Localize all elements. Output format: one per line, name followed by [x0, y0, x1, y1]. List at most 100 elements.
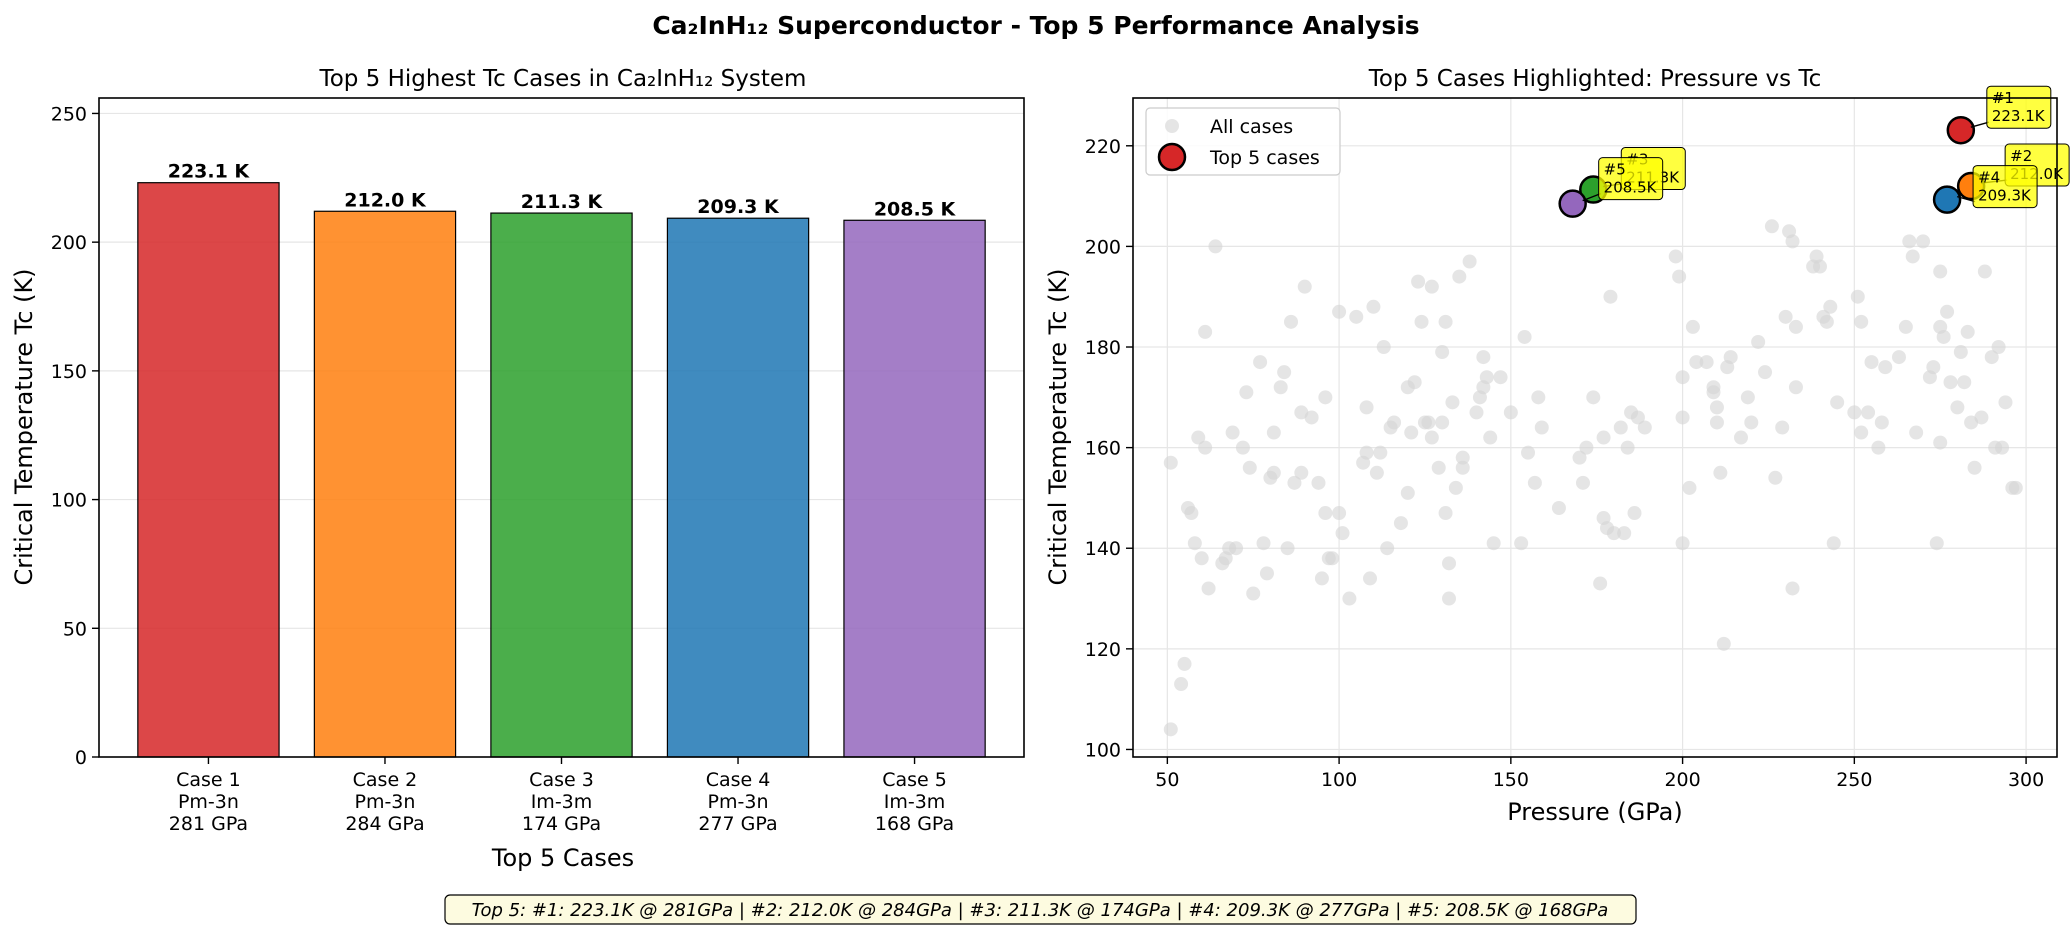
- bar-x-tick-label: Pm-3n: [354, 791, 415, 813]
- scatter-point: [1325, 551, 1340, 566]
- scatter-point: [1709, 400, 1724, 415]
- scatter-point: [1266, 425, 1281, 440]
- scatter-point: [1404, 425, 1419, 440]
- scatter-point: [1572, 450, 1587, 465]
- scatter-point: [1349, 309, 1364, 324]
- scatter-point: [1259, 566, 1274, 581]
- scatter-point: [1277, 365, 1292, 380]
- annotation-value: 208.5K: [1604, 179, 1658, 197]
- scatter-point: [2008, 480, 2023, 495]
- scatter-x-tick-label: 150: [1493, 769, 1529, 791]
- scatter-y-tick-label: 140: [1085, 538, 1121, 560]
- scatter-point: [1668, 249, 1683, 264]
- scatter-point: [1225, 425, 1240, 440]
- scatter-point: [1733, 430, 1748, 445]
- scatter-point: [1246, 586, 1261, 601]
- scatter-point: [1332, 506, 1347, 521]
- scatter-point: [1637, 420, 1652, 435]
- scatter-point: [1689, 355, 1704, 370]
- scatter-point: [1376, 340, 1391, 355]
- scatter-point: [1984, 350, 1999, 365]
- scatter-x-tick-label: 200: [1664, 769, 1700, 791]
- bar-chart-ylabel: Critical Temperature Tc (K): [10, 268, 38, 585]
- legend-all-cases-marker: [1165, 119, 1179, 133]
- scatter-point: [1630, 410, 1645, 425]
- bar-chart-panel: Top 5 Highest Tc Cases in Ca₂InH₁₂ Syste…: [10, 66, 1025, 872]
- scatter-point: [1850, 289, 1865, 304]
- scatter-point: [1943, 375, 1958, 390]
- scatter-point: [1287, 475, 1302, 490]
- scatter-point: [1424, 279, 1439, 294]
- annotation-rank: #4: [1978, 169, 2000, 187]
- scatter-point: [1788, 380, 1803, 395]
- scatter-point: [1861, 405, 1876, 420]
- scatter-point: [1606, 526, 1621, 541]
- annotation-box: [1972, 165, 2038, 209]
- scatter-point: [1699, 355, 1714, 370]
- scatter-point: [1929, 536, 1944, 551]
- scatter-point: [1239, 385, 1254, 400]
- scatter-point: [1575, 475, 1590, 490]
- scatter-point: [1957, 375, 1972, 390]
- scatter-chart-ylabel: Critical Temperature Tc (K): [1044, 268, 1072, 585]
- scatter-point: [1242, 460, 1257, 475]
- scatter-point: [1812, 259, 1827, 274]
- scatter-point: [1933, 264, 1948, 279]
- scatter-point: [1455, 460, 1470, 475]
- bar-x-tick-label: Pm-3n: [178, 791, 239, 813]
- scatter-point: [1201, 581, 1216, 596]
- scatter-point: [1431, 460, 1446, 475]
- scatter-point: [1424, 430, 1439, 445]
- scatter-point: [1527, 475, 1542, 490]
- scatter-point: [1785, 234, 1800, 249]
- bar-chart-title: Top 5 Highest Tc Cases in Ca₂InH₁₂ Syste…: [319, 66, 807, 92]
- scatter-point: [1363, 571, 1378, 586]
- scatter-point: [1998, 395, 2013, 410]
- figure-suptitle: Ca₂InH₁₂ Superconductor - Top 5 Performa…: [652, 11, 1419, 40]
- scatter-point: [1407, 375, 1422, 390]
- scatter-point: [1788, 319, 1803, 334]
- scatter-point: [1469, 405, 1484, 420]
- scatter-point: [1905, 249, 1920, 264]
- scatter-point: [1359, 445, 1374, 460]
- scatter-point: [1191, 430, 1206, 445]
- scatter-top5-point: [1558, 189, 1587, 218]
- scatter-point: [1716, 636, 1731, 651]
- scatter-point: [1854, 314, 1869, 329]
- scatter-point: [1400, 485, 1415, 500]
- bar-value-label: 212.0 K: [344, 189, 427, 211]
- bar-x-tick-label: Case 5: [882, 769, 947, 791]
- scatter-point: [1445, 395, 1460, 410]
- scatter-point: [1586, 390, 1601, 405]
- scatter-point: [1517, 329, 1532, 344]
- scatter-point: [1768, 470, 1783, 485]
- bar-x-tick-label: Case 4: [706, 769, 771, 791]
- scatter-point: [1819, 314, 1834, 329]
- bar-value-label: 208.5 K: [874, 198, 957, 220]
- legend-top5-label: Top 5 cases: [1209, 147, 1320, 169]
- scatter-point: [1891, 350, 1906, 365]
- scatter-point: [1483, 430, 1498, 445]
- scatter-point: [1898, 319, 1913, 334]
- scatter-point: [1198, 324, 1213, 339]
- scatter-point: [1198, 440, 1213, 455]
- scatter-point: [1229, 541, 1244, 556]
- scatter-point: [1318, 506, 1333, 521]
- scatter-point: [1672, 269, 1687, 284]
- scatter-point: [1521, 445, 1536, 460]
- scatter-point: [1314, 571, 1329, 586]
- scatter-top5-point: [1932, 185, 1962, 214]
- annotation-box: [1986, 85, 2052, 129]
- scatter-x-tick-label: 300: [2008, 769, 2044, 791]
- bar-x-tick-label: 168 GPa: [875, 813, 954, 835]
- scatter-point: [1823, 299, 1838, 314]
- scatter-point: [1493, 370, 1508, 385]
- bar-x-tick-label: Pm-3n: [708, 791, 769, 813]
- scatter-point: [1448, 480, 1463, 495]
- scatter-point: [1751, 334, 1766, 349]
- annotation-rank: #5: [1604, 161, 1626, 179]
- scatter-point: [1764, 219, 1779, 234]
- scatter-point: [1387, 415, 1402, 430]
- scatter-point: [1163, 455, 1178, 470]
